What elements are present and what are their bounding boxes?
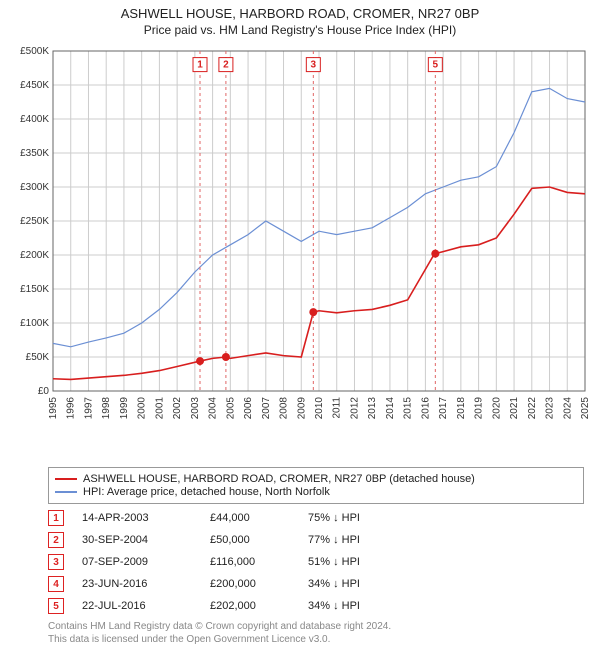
svg-text:1998: 1998 — [101, 397, 112, 420]
svg-text:£150K: £150K — [20, 284, 49, 295]
sale-diff: 34% ↓ HPI — [308, 578, 418, 590]
svg-text:2006: 2006 — [243, 397, 254, 420]
svg-text:3: 3 — [311, 60, 317, 71]
svg-text:2012: 2012 — [349, 397, 360, 420]
svg-text:£500K: £500K — [20, 46, 49, 57]
svg-text:£50K: £50K — [26, 352, 50, 363]
svg-text:2017: 2017 — [438, 397, 449, 420]
svg-text:1995: 1995 — [48, 397, 59, 420]
sale-price: £44,000 — [210, 512, 290, 524]
svg-text:1: 1 — [197, 60, 203, 71]
sale-date: 22-JUL-2016 — [82, 600, 192, 612]
sales-row: 3 07-SEP-2009 £116,000 51% ↓ HPI — [48, 554, 584, 570]
svg-text:2003: 2003 — [190, 397, 201, 420]
svg-text:2004: 2004 — [208, 397, 219, 420]
svg-text:2020: 2020 — [491, 397, 502, 420]
sale-diff: 77% ↓ HPI — [308, 534, 418, 546]
svg-text:2013: 2013 — [367, 397, 378, 420]
chart-title-block: ASHWELL HOUSE, HARBORD ROAD, CROMER, NR2… — [0, 0, 600, 41]
sale-badge: 4 — [48, 576, 64, 592]
legend-row: HPI: Average price, detached house, Nort… — [55, 486, 577, 498]
sales-row: 2 30-SEP-2004 £50,000 77% ↓ HPI — [48, 532, 584, 548]
sales-row: 5 22-JUL-2016 £202,000 34% ↓ HPI — [48, 598, 584, 614]
sale-badge: 5 — [48, 598, 64, 614]
svg-text:2022: 2022 — [527, 397, 538, 420]
legend-swatch — [55, 478, 77, 480]
sale-badge: 1 — [48, 510, 64, 526]
svg-text:2000: 2000 — [137, 397, 148, 420]
svg-text:£250K: £250K — [20, 216, 49, 227]
sale-date: 30-SEP-2004 — [82, 534, 192, 546]
svg-text:2024: 2024 — [562, 397, 573, 420]
svg-text:1999: 1999 — [119, 397, 130, 420]
svg-text:2016: 2016 — [420, 397, 431, 420]
svg-text:£400K: £400K — [20, 114, 49, 125]
legend-label: ASHWELL HOUSE, HARBORD ROAD, CROMER, NR2… — [83, 473, 475, 485]
attribution: Contains HM Land Registry data © Crown c… — [48, 620, 584, 646]
svg-text:£450K: £450K — [20, 80, 49, 91]
svg-text:£300K: £300K — [20, 182, 49, 193]
svg-text:2011: 2011 — [332, 397, 343, 419]
sale-badge: 2 — [48, 532, 64, 548]
sales-row: 1 14-APR-2003 £44,000 75% ↓ HPI — [48, 510, 584, 526]
sale-date: 23-JUN-2016 — [82, 578, 192, 590]
chart-legend: ASHWELL HOUSE, HARBORD ROAD, CROMER, NR2… — [48, 467, 584, 504]
attribution-line1: Contains HM Land Registry data © Crown c… — [48, 620, 584, 633]
svg-text:2015: 2015 — [403, 397, 414, 420]
svg-text:5: 5 — [433, 60, 439, 71]
svg-text:£200K: £200K — [20, 250, 49, 261]
svg-text:2023: 2023 — [545, 397, 556, 420]
sale-date: 07-SEP-2009 — [82, 556, 192, 568]
sale-date: 14-APR-2003 — [82, 512, 192, 524]
svg-text:1997: 1997 — [83, 397, 94, 420]
svg-text:2014: 2014 — [385, 397, 396, 420]
price-chart-svg: £0 £50K £100K £150K £200K £250K £300K £350K £400… — [5, 41, 595, 461]
sale-price: £200,000 — [210, 578, 290, 590]
svg-text:2018: 2018 — [456, 397, 467, 420]
svg-text:2002: 2002 — [172, 397, 183, 420]
svg-text:£100K: £100K — [20, 318, 49, 329]
svg-text:2019: 2019 — [474, 397, 485, 420]
svg-text:2007: 2007 — [261, 397, 272, 420]
svg-text:2008: 2008 — [279, 397, 290, 420]
svg-text:1996: 1996 — [66, 397, 77, 420]
svg-text:£0: £0 — [38, 386, 50, 397]
sales-row: 4 23-JUN-2016 £200,000 34% ↓ HPI — [48, 576, 584, 592]
svg-text:2009: 2009 — [296, 397, 307, 420]
chart-title-2: Price paid vs. HM Land Registry's House … — [0, 23, 600, 37]
svg-text:£350K: £350K — [20, 148, 49, 159]
svg-text:2005: 2005 — [225, 397, 236, 420]
legend-label: HPI: Average price, detached house, Nort… — [83, 486, 330, 498]
svg-text:2: 2 — [223, 60, 229, 71]
sale-diff: 75% ↓ HPI — [308, 512, 418, 524]
chart-title-1: ASHWELL HOUSE, HARBORD ROAD, CROMER, NR2… — [0, 6, 600, 21]
sale-price: £50,000 — [210, 534, 290, 546]
sale-badge: 3 — [48, 554, 64, 570]
attribution-line2: This data is licensed under the Open Gov… — [48, 633, 584, 646]
sale-diff: 34% ↓ HPI — [308, 600, 418, 612]
svg-text:2025: 2025 — [580, 397, 591, 420]
sale-price: £202,000 — [210, 600, 290, 612]
svg-text:2001: 2001 — [154, 397, 165, 420]
sale-diff: 51% ↓ HPI — [308, 556, 418, 568]
sales-table: 1 14-APR-2003 £44,000 75% ↓ HPI 2 30-SEP-2004… — [48, 510, 584, 614]
sale-price: £116,000 — [210, 556, 290, 568]
svg-text:2010: 2010 — [314, 397, 325, 420]
svg-text:2021: 2021 — [509, 397, 520, 420]
chart-area: £0 £50K £100K £150K £200K £250K £300K £350K £400… — [5, 41, 595, 461]
legend-swatch — [55, 491, 77, 493]
legend-row: ASHWELL HOUSE, HARBORD ROAD, CROMER, NR2… — [55, 473, 577, 485]
